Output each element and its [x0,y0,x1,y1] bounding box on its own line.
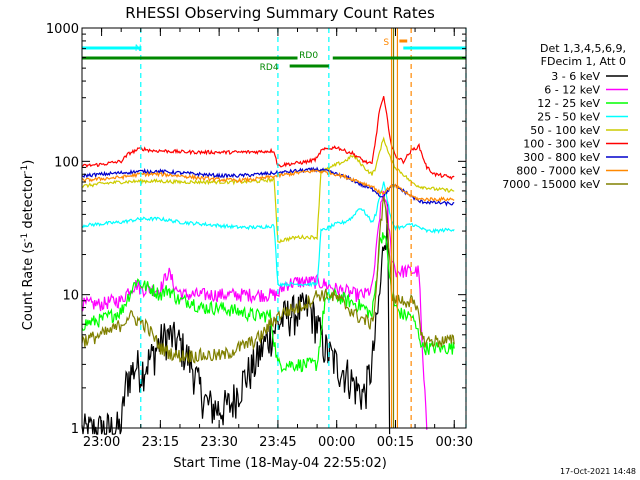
legend-label-0: 3 - 6 keV [551,70,600,83]
x-tick-label-0: 23:00 [83,435,120,450]
plot-frame [81,27,467,429]
legend-label-3: 25 - 50 keV [537,111,600,124]
series-line-7 [81,168,455,203]
chart-title: RHESSI Observing Summary Count Rates [125,4,435,22]
flag-label-rd0: RD0 [299,51,318,61]
legend-label-6: 300 - 800 keV [523,151,600,164]
flag-label-n: N [135,44,142,54]
series-line-4 [81,136,455,244]
footer-date: 17-Oct-2021 14:48 [560,467,636,476]
legend-header-0: Det 1,3,4,5,6,9, [540,42,626,55]
legend-label-1: 6 - 12 keV [544,84,600,97]
legend-label-5: 100 - 300 keV [523,138,600,151]
x-tick-label-6: 00:30 [436,435,473,450]
y-tick-label-3: 1000 [46,22,79,37]
series-line-8 [81,196,455,364]
y-tick-label-0: 1 [71,422,79,437]
legend-label-2: 12 - 25 keV [537,97,600,110]
y-axis-label: Count Rate (s-1 detector-1) [20,160,36,331]
x-tick-label-3: 23:45 [259,435,296,450]
series-layer [81,96,455,435]
series-line-1 [81,190,428,430]
x-tick-label-1: 23:15 [142,435,179,450]
y-tick-label-1: 10 [62,289,79,304]
series-line-0 [81,201,391,435]
flag-label-rd4: RD4 [260,63,279,73]
series-line-3 [81,181,455,288]
axes-layer: 1 10 100 1000 23:00 23:15 23:30 23:45 00:00 00:15… [46,22,473,450]
legend-header-1: FDecim 1, Att 0 [541,55,626,68]
legend-label-4: 50 - 100 keV [530,124,600,137]
legend-label-7: 800 - 7000 keV [516,165,600,178]
series-line-5 [81,96,455,181]
legend-label-8: 7000 - 15000 keV [502,178,600,191]
flag-layer: N RD0 RD4 S [82,38,466,73]
series-line-2 [81,232,455,373]
x-tick-label-4: 00:00 [318,435,355,450]
x-axis-label: Start Time (18-May-04 22:55:02) [173,456,387,471]
x-tick-label-2: 23:30 [200,435,237,450]
flag-label-s: S [383,38,389,48]
legend: Det 1,3,4,5,6,9,FDecim 1, Att 0 3 - 6 keV… [502,42,628,191]
x-tick-label-5: 00:15 [377,435,414,450]
y-tick-label-2: 100 [54,155,79,170]
